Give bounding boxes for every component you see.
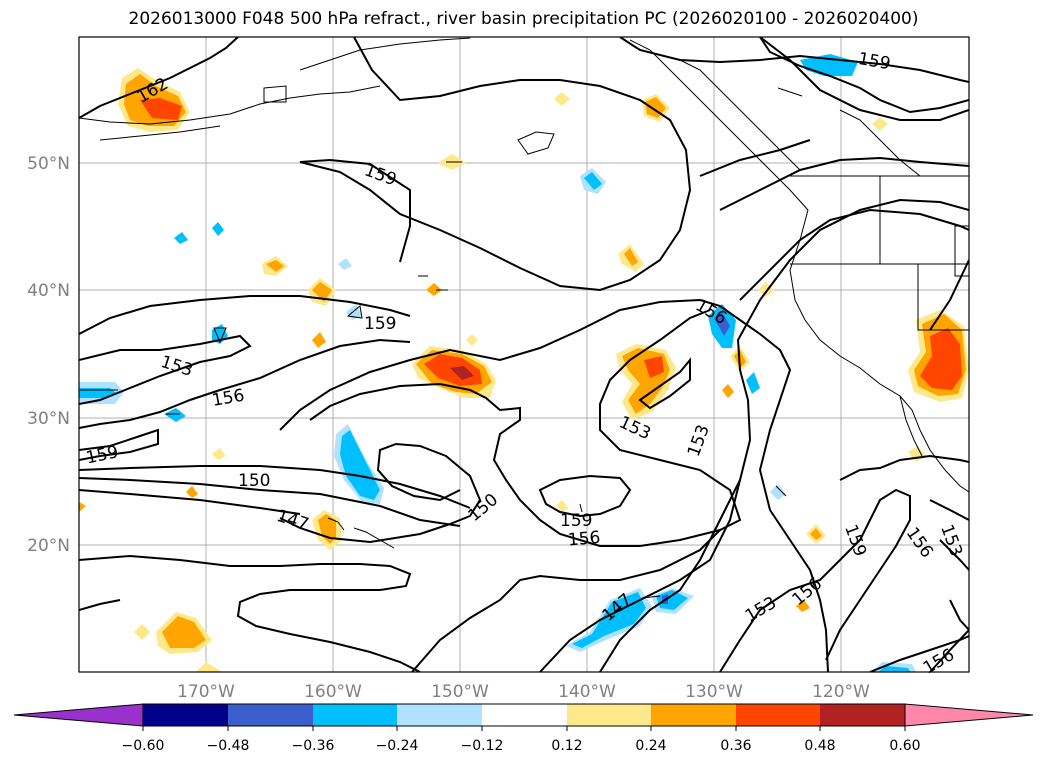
colorbar-bin	[736, 704, 820, 726]
contour-label: 153	[158, 352, 195, 381]
lat-tick: 30°N	[27, 409, 70, 429]
colorbar-bin	[143, 704, 228, 726]
contour-label: 153	[742, 593, 780, 627]
lon-tick: 170°W	[177, 682, 235, 702]
contour-label: 156	[211, 386, 246, 411]
shade-pos-patch	[466, 334, 478, 346]
colorbar-bin	[228, 704, 313, 726]
contour-label: 153	[616, 412, 654, 444]
contour-label: 147	[274, 506, 311, 535]
colorbar-label: 0.36	[720, 738, 751, 754]
colorbar-bin	[820, 704, 905, 726]
contour-label: 153	[684, 422, 714, 459]
contour-lines	[79, 37, 969, 672]
latitude-ticks: 50°N 40°N 30°N 20°N	[27, 154, 70, 556]
shade-neg-patch	[656, 590, 688, 610]
shade-pos-patch	[758, 282, 774, 297]
colorbar-label: −0.24	[376, 738, 419, 754]
colorbar-label: −0.12	[461, 738, 504, 754]
shade-neg-patch	[174, 232, 188, 244]
map-title: 2026013000 F048 500 hPa refract., river …	[128, 9, 919, 29]
contour-label: 159	[857, 49, 892, 74]
contour-label: 159	[560, 511, 592, 531]
shade-pos-patch	[186, 486, 198, 498]
shade-neg-patch	[212, 222, 224, 236]
colorbar-label: 0.48	[804, 738, 835, 754]
colorbar-bin	[397, 704, 482, 726]
contour-label: 150	[464, 490, 502, 526]
shade-pos-patch	[140, 98, 182, 120]
colorbar-extend-high	[904, 703, 1034, 727]
colorbar-label: −0.60	[122, 738, 165, 754]
contour-label: 150	[238, 471, 270, 491]
colorbar-label: 0.12	[551, 738, 582, 754]
lon-tick: 120°W	[812, 682, 870, 702]
shade-neg-patch	[714, 312, 730, 336]
colorbar-bin	[482, 704, 567, 726]
shade-pos-patch	[312, 282, 332, 302]
shade-pos-patch	[450, 366, 474, 380]
lon-tick: 140°W	[558, 682, 616, 702]
gridlines	[79, 37, 969, 672]
colorbar-extend-low	[13, 703, 144, 727]
contour-label: 153	[936, 522, 966, 559]
shade-neg-patch	[746, 372, 760, 394]
shade-neg-patch	[338, 258, 352, 270]
contour-label: 159	[84, 442, 120, 468]
shade-pos-patch	[644, 356, 664, 378]
map-frame	[78, 36, 970, 673]
lon-tick: 150°W	[431, 682, 489, 702]
lon-tick: 160°W	[304, 682, 362, 702]
contour-label: 156	[567, 528, 601, 551]
shade-pos-patch	[556, 500, 568, 512]
colorbar-bin	[651, 704, 736, 726]
lat-tick: 20°N	[27, 536, 70, 556]
shade-pos-patch	[872, 117, 888, 131]
colorbar-label: 0.60	[889, 738, 920, 754]
shade-neg-patch	[340, 430, 380, 500]
shade-pos-patch	[426, 283, 442, 296]
colorbar-bin	[313, 704, 397, 726]
colorbar-bin	[567, 704, 651, 726]
shade-pos-patch	[79, 502, 86, 512]
shade-pos-patch	[722, 384, 734, 398]
shade-neg-patch	[770, 484, 786, 500]
colorbar: −0.60 −0.48 −0.36 −0.24 −0.12 0.12 0.24 …	[13, 703, 1034, 754]
shade-pos-patch	[196, 662, 222, 672]
shade-neg-patch	[878, 666, 910, 672]
shade-pos-patch	[266, 260, 284, 272]
shade-neg-patch	[164, 408, 186, 422]
shade-pos-patch	[162, 616, 206, 648]
contour-label: 156	[920, 645, 958, 679]
shade-pos-patch	[134, 624, 150, 640]
coastlines	[79, 37, 969, 599]
contour-label: 159	[362, 160, 399, 190]
contour-label: 156	[902, 524, 937, 562]
lat-tick: 40°N	[27, 281, 70, 301]
shade-pos-patch	[212, 448, 226, 460]
colorbar-label: −0.48	[207, 738, 250, 754]
lat-tick: 50°N	[27, 154, 70, 174]
contour-label: 159	[364, 314, 396, 334]
shade-pos-patch	[554, 92, 570, 106]
colorbar-label: 0.24	[635, 738, 666, 754]
shade-neg-patch	[584, 172, 602, 190]
shade-pos-patch	[624, 248, 638, 266]
shade-pos-patch	[908, 446, 926, 462]
contour-label-group: 162 159 159 159 153 156 159 150 147 150 …	[84, 49, 966, 679]
shade-pos-patch	[796, 600, 810, 612]
lon-tick: 130°W	[685, 682, 743, 702]
longitude-ticks: 170°W 160°W 150°W 140°W 130°W 120°W	[177, 682, 870, 702]
shade-pos-patch	[810, 528, 822, 540]
shade-pos-patch	[312, 332, 326, 348]
shade-pos-patch	[920, 328, 962, 390]
colorbar-label: −0.36	[292, 738, 335, 754]
